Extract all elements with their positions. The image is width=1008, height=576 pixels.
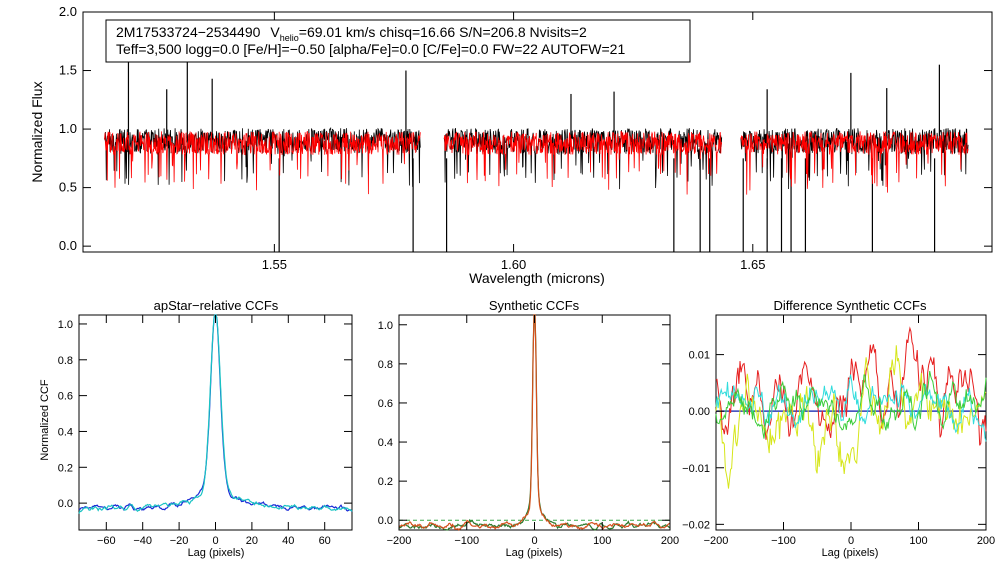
y-tick-label: 0.0 bbox=[378, 515, 393, 527]
difference-ccf-ticks: −200 −100 0 100 200 −0.02 −0.01 0.00 0.01 bbox=[682, 315, 995, 547]
x-tick-label: 100 bbox=[593, 535, 611, 547]
y-tick-label: 0.2 bbox=[58, 462, 73, 474]
difference-ccf-panel: Difference Synthetic CCFs −200 −100 0 100 20… bbox=[682, 298, 995, 559]
difference-series-line bbox=[715, 345, 987, 489]
y-tick-label: 1.0 bbox=[378, 320, 393, 332]
y-tick-label: 0.8 bbox=[58, 355, 73, 367]
spectrum-frame bbox=[82, 11, 993, 253]
y-tick-label: 1.0 bbox=[58, 319, 73, 331]
x-tick-label: 40 bbox=[282, 535, 294, 547]
y-tick-label: 1.0 bbox=[59, 121, 77, 136]
synthetic-ccf-ticks: −200 −100 0 100 200 0.0 0.2 0.4 0.6 0.8 1.0 bbox=[378, 315, 679, 547]
x-tick-label: −100 bbox=[454, 535, 479, 547]
y-tick-label: 2.0 bbox=[59, 4, 77, 19]
apstar-ccf-panel: apStar−relative CCFs −60 −40 −20 0 20 40 60 0.0… bbox=[39, 298, 353, 559]
annotation-line-2: Teff=3,500 logg=0.0 [Fe/H]=−0.50 [alpha/… bbox=[116, 41, 625, 57]
x-tick-label: 60 bbox=[319, 535, 331, 547]
difference-series-line bbox=[715, 370, 987, 439]
annotation-line-1: 2M17533724−2534490 Vhelio=69.01 km/s chis… bbox=[116, 24, 587, 43]
x-tick-label: 1.55 bbox=[262, 257, 287, 272]
ccf-series-line bbox=[398, 314, 671, 532]
x-tick-label: 100 bbox=[909, 535, 927, 547]
synthetic-ccf-panel: Synthetic CCFs −200 −100 0 100 200 0.0 0.2 0.4 0… bbox=[378, 298, 679, 559]
y-tick-label: 0.0 bbox=[58, 498, 73, 510]
difference-series-line bbox=[715, 374, 987, 442]
x-tick-label: 1.65 bbox=[740, 257, 765, 272]
annotation-star-id: 2M17533724−2534490 bbox=[116, 24, 261, 40]
annotation-v-symbol: V bbox=[270, 24, 280, 40]
x-tick-label: −40 bbox=[133, 535, 152, 547]
ccf-series-line bbox=[78, 314, 353, 512]
y-tick-label: 0.6 bbox=[58, 391, 73, 403]
synthetic-ccf-series-group bbox=[398, 314, 671, 532]
y-tick-label: 0.01 bbox=[689, 350, 710, 362]
y-tick-label: 0.6 bbox=[378, 398, 393, 410]
x-tick-label: −20 bbox=[170, 535, 189, 547]
synthetic-fit-segment bbox=[104, 130, 421, 195]
annotation-v-subscript: helio bbox=[280, 33, 299, 43]
y-tick-label: 0.8 bbox=[378, 359, 393, 371]
difference-ccf-title: Difference Synthetic CCFs bbox=[774, 298, 927, 313]
x-tick-label: −100 bbox=[771, 535, 796, 547]
x-tick-label: 200 bbox=[977, 535, 995, 547]
x-tick-label: 200 bbox=[661, 535, 679, 547]
x-tick-label: −200 bbox=[704, 535, 729, 547]
apstar-ccf-ticks: −60 −40 −20 0 20 40 60 0.0 0.2 0.4 0.6 0.8 1.0 bbox=[58, 315, 352, 547]
apstar-ccf-series-group bbox=[78, 314, 353, 514]
difference-ccf-series-group bbox=[715, 326, 987, 489]
ccf-series-line bbox=[78, 314, 353, 514]
y-tick-label: 0.4 bbox=[58, 426, 73, 438]
annotation-line-1-rest: =69.01 km/s chisq=16.66 S/N=206.8 Nvisit… bbox=[299, 24, 587, 40]
y-tick-label: 0.00 bbox=[689, 406, 710, 418]
annotation-box-frame bbox=[105, 19, 691, 63]
synthetic-fit-segment bbox=[443, 131, 723, 195]
spectrum-series-group bbox=[104, 56, 969, 252]
synthetic-fit-segment bbox=[740, 131, 969, 195]
spectrum-ticks: 1.55 1.60 1.65 0.0 0.5 1.0 1.5 2.0 bbox=[59, 4, 992, 272]
x-tick-label: 0 bbox=[848, 535, 854, 547]
difference-ccf-x-axis-label: Lag (pixels) bbox=[822, 547, 879, 559]
spectrum-y-axis-label: Normalized Flux bbox=[29, 81, 45, 182]
ccf-series-line bbox=[398, 314, 671, 531]
y-tick-label: 0.5 bbox=[59, 180, 77, 195]
synthetic-ccf-x-axis-label: Lag (pixels) bbox=[506, 547, 563, 559]
difference-series-line bbox=[715, 326, 987, 446]
y-tick-label: −0.02 bbox=[682, 519, 710, 531]
x-tick-label: −60 bbox=[97, 535, 116, 547]
y-tick-label: 0.4 bbox=[378, 437, 393, 449]
spectrum-x-axis-label: Wavelength (microns) bbox=[469, 270, 605, 286]
spectrum-annotation-box: 2M17533724−2534490 Vhelio=69.01 km/s chis… bbox=[105, 19, 691, 63]
apstar-ccf-x-axis-label: Lag (pixels) bbox=[188, 547, 245, 559]
synthetic-ccf-title: Synthetic CCFs bbox=[489, 298, 580, 313]
x-tick-label: 1.60 bbox=[501, 257, 526, 272]
x-tick-label: 20 bbox=[246, 535, 258, 547]
spectrum-panel: 1.55 1.60 1.65 0.0 0.5 1.0 1.5 2.0 Wavelength (… bbox=[29, 4, 993, 286]
y-tick-label: −0.01 bbox=[682, 463, 710, 475]
synthetic-ccf-frame bbox=[398, 314, 671, 531]
apstar-ccf-y-axis-label: Normalized CCF bbox=[39, 379, 51, 461]
x-tick-label: −200 bbox=[387, 535, 412, 547]
y-tick-label: 1.5 bbox=[59, 63, 77, 78]
y-tick-label: 0.0 bbox=[59, 238, 77, 253]
apstar-ccf-frame bbox=[78, 314, 353, 531]
x-tick-label: 0 bbox=[531, 535, 537, 547]
x-tick-label: 0 bbox=[212, 535, 218, 547]
apstar-ccf-title: apStar−relative CCFs bbox=[154, 298, 279, 313]
y-tick-label: 0.2 bbox=[378, 476, 393, 488]
